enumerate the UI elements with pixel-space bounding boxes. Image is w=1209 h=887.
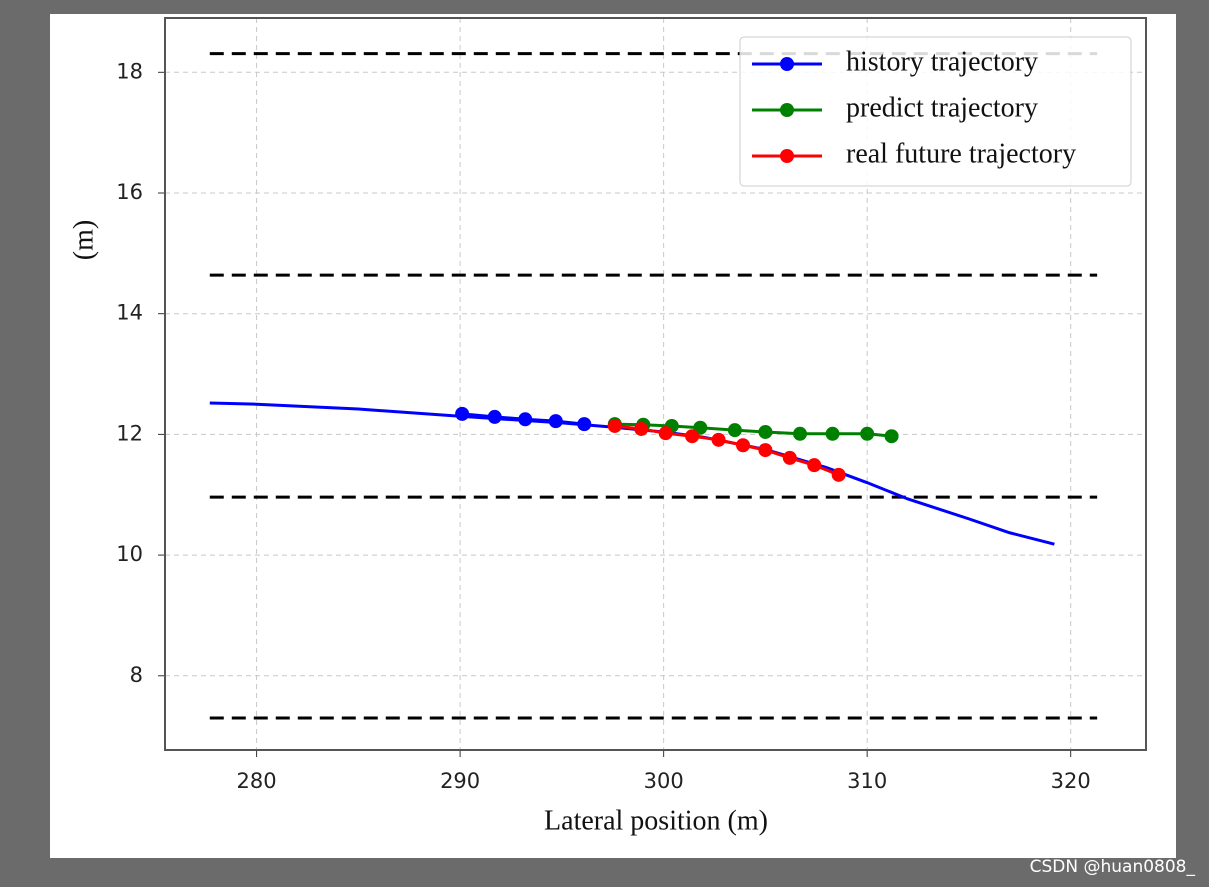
plot-frame	[164, 17, 1147, 751]
point	[607, 418, 622, 433]
point	[711, 432, 726, 447]
legend-marker	[780, 149, 794, 163]
x-tick-label: 310	[847, 769, 887, 793]
watermark: CSDN @huan0808_	[1030, 857, 1196, 877]
point	[685, 429, 700, 444]
point	[727, 423, 742, 438]
point	[793, 426, 808, 441]
legend-box	[739, 36, 1132, 187]
point	[634, 421, 649, 436]
legend-label: predict trajectory	[846, 92, 1038, 123]
y-tick-label: 8	[130, 663, 143, 687]
point	[658, 426, 673, 441]
point	[831, 467, 846, 482]
point	[758, 443, 773, 458]
point	[487, 409, 502, 424]
x-tick-label: 320	[1051, 769, 1091, 793]
x-tick-label: 290	[440, 769, 480, 793]
y-tick-label: 14	[116, 301, 143, 325]
point	[860, 426, 875, 441]
point	[825, 426, 840, 441]
y-tick-label: 16	[116, 180, 143, 204]
point	[548, 414, 563, 429]
point	[455, 406, 470, 421]
point	[518, 412, 533, 427]
y-tick-label: 12	[116, 421, 143, 445]
legend: history trajectory predict trajectory real…	[739, 36, 1132, 187]
point	[736, 438, 751, 453]
point	[807, 458, 822, 473]
point	[758, 424, 773, 439]
point	[782, 450, 797, 465]
y-tick-label: 10	[116, 542, 143, 566]
legend-marker	[780, 57, 794, 71]
y-axis-label: (m)	[68, 220, 99, 260]
legend-marker	[780, 103, 794, 117]
point	[884, 429, 899, 444]
series-line	[614, 424, 840, 477]
x-tick-label: 300	[644, 769, 684, 793]
point	[577, 417, 592, 432]
legend-label: real future trajectory	[846, 138, 1076, 169]
y-tick-label: 18	[116, 59, 143, 83]
series-line	[614, 422, 892, 438]
x-axis-label: Lateral position (m)	[544, 805, 768, 836]
x-tick-label: 280	[237, 769, 277, 793]
legend-label: history trajectory	[846, 46, 1038, 77]
